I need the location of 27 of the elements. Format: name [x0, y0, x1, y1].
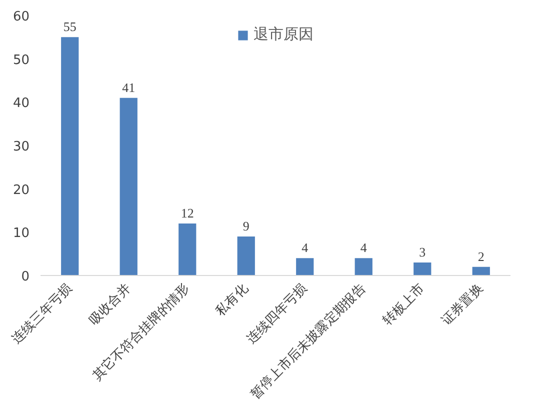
data-label: 41	[122, 80, 136, 95]
data-label: 4	[360, 240, 368, 256]
y-tick-label: 20	[12, 182, 30, 198]
y-tick-label: 10	[12, 226, 30, 242]
data-label: 9	[242, 218, 250, 234]
y-tick-label: 50	[12, 52, 30, 68]
data-label: 12	[180, 206, 194, 220]
data-label: 2	[478, 248, 484, 264]
bar	[61, 37, 79, 276]
x-tick-label: 吸收合并	[86, 281, 134, 329]
data-label: 55	[63, 19, 76, 34]
y-tick-label: 30	[12, 140, 30, 154]
data-label: 4	[302, 240, 309, 256]
y-tick-label: 40	[12, 96, 30, 112]
x-tick-label: 私有化	[213, 281, 252, 320]
bar	[296, 258, 314, 276]
bar	[354, 258, 372, 276]
y-tick-label: 60	[12, 10, 30, 24]
legend-label: 退市原因	[254, 25, 314, 44]
x-tick-label: 证券置换	[439, 281, 486, 329]
bar	[178, 224, 196, 276]
bar	[472, 266, 490, 276]
data-label: 3	[419, 244, 426, 260]
x-tick-label: 转板上市	[380, 281, 428, 329]
bar	[237, 236, 255, 276]
bar	[120, 98, 138, 276]
bar	[414, 262, 432, 276]
